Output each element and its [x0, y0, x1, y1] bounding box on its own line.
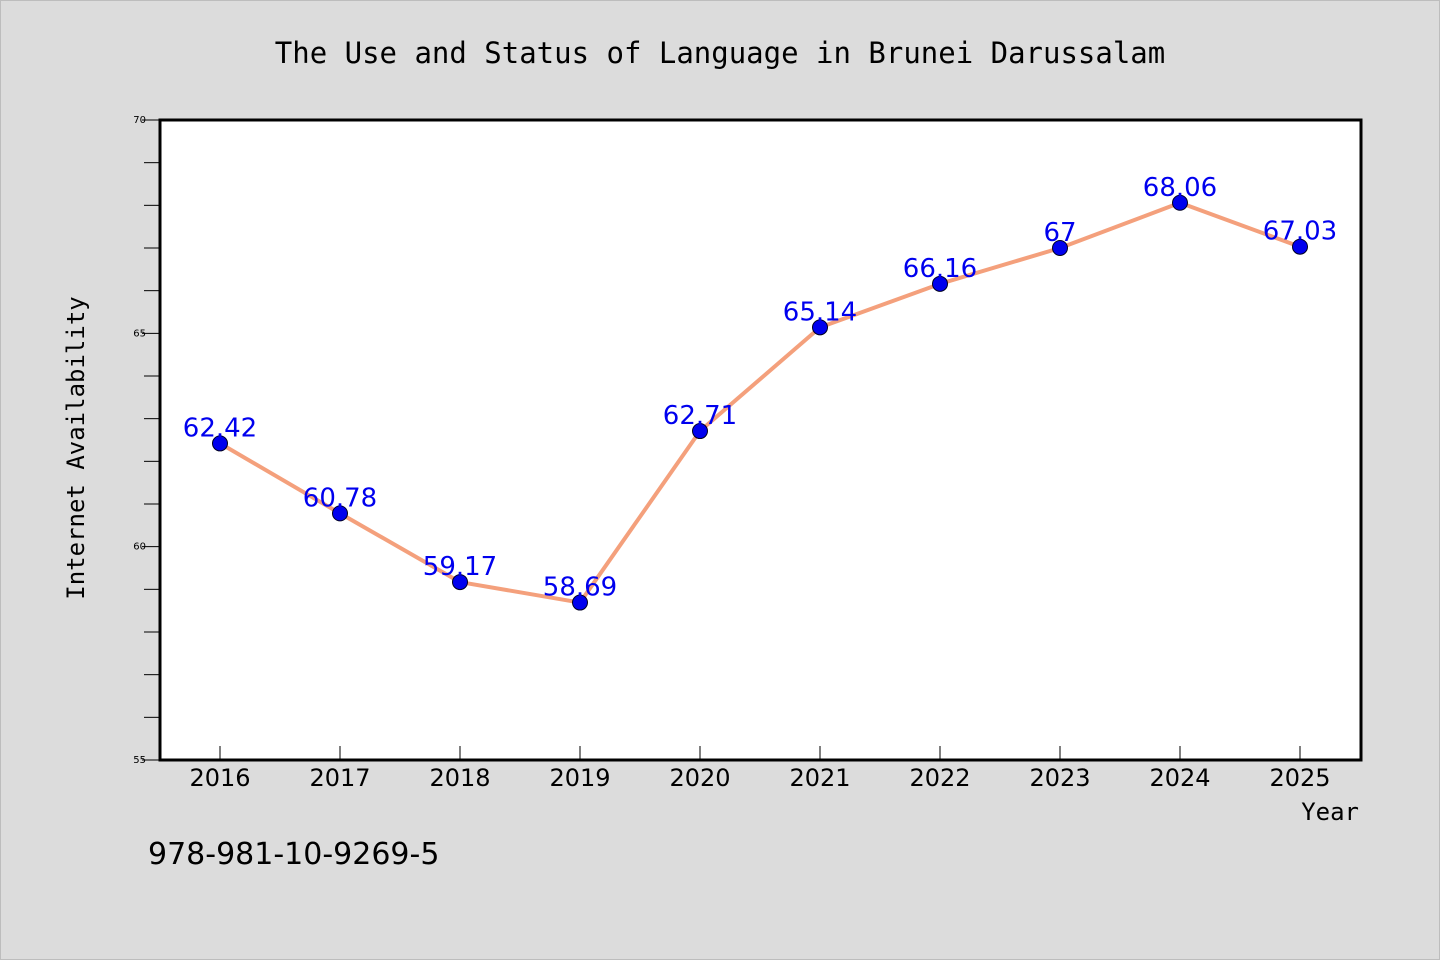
- series-layer: [212, 194, 1308, 611]
- y-tick-label: 70: [133, 115, 146, 126]
- x-tick-label: 2017: [309, 764, 370, 792]
- data-label: 68.06: [1143, 173, 1217, 203]
- x-tick-label: 2025: [1269, 764, 1330, 792]
- data-label: 65.14: [783, 297, 857, 327]
- data-label: 62.42: [183, 413, 257, 443]
- plot-area: [158, 118, 1363, 762]
- data-point: [332, 505, 348, 522]
- x-tick-label: 2023: [1029, 764, 1090, 792]
- x-tick-label: 2018: [429, 764, 490, 792]
- data-point: [572, 594, 588, 611]
- data-label: 67.03: [1263, 217, 1337, 247]
- x-tick-label: 2024: [1149, 764, 1210, 792]
- x-axis-title: Year: [1301, 798, 1359, 826]
- data-label: 58.69: [543, 573, 617, 603]
- x-tick-label: 2019: [549, 764, 610, 792]
- data-point: [1292, 238, 1308, 255]
- data-label: 62.71: [663, 401, 737, 431]
- series-line: [218, 200, 1302, 605]
- x-tick-label: 2020: [669, 764, 730, 792]
- x-tick-label: 2022: [909, 764, 970, 792]
- y-tick-label: 60: [133, 542, 146, 553]
- y-axis: 55 60 65 70: [133, 115, 160, 766]
- chart-title: The Use and Status of Language in Brunei…: [275, 36, 1165, 70]
- data-label: 66.16: [903, 254, 977, 284]
- x-tick-label: 2016: [189, 764, 250, 792]
- data-point: [1052, 240, 1068, 256]
- data-label: 59.17: [423, 552, 497, 582]
- data-point: [212, 435, 228, 452]
- x-axis: 2016 2017 2018 2019 2020 2021 2022 2023 2024 2025: [189, 746, 1331, 792]
- data-label: 67: [1043, 218, 1076, 248]
- y-axis-title: Internet Availability: [62, 296, 90, 599]
- data-point: [812, 319, 828, 336]
- data-point: [692, 423, 708, 440]
- data-point: [932, 275, 948, 292]
- isbn-text: 978-981-10-9269-5: [148, 837, 439, 872]
- data-label: 60.78: [303, 483, 377, 513]
- y-tick-label: 55: [133, 755, 146, 766]
- data-point: [452, 574, 468, 591]
- data-labels-layer: 62.42 60.78 59.17 58.69 62.71 65.14 66.16 67 68.…: [183, 173, 1337, 603]
- data-point: [1172, 194, 1188, 211]
- x-tick-label: 2021: [789, 764, 850, 792]
- y-tick-label: 65: [133, 328, 146, 339]
